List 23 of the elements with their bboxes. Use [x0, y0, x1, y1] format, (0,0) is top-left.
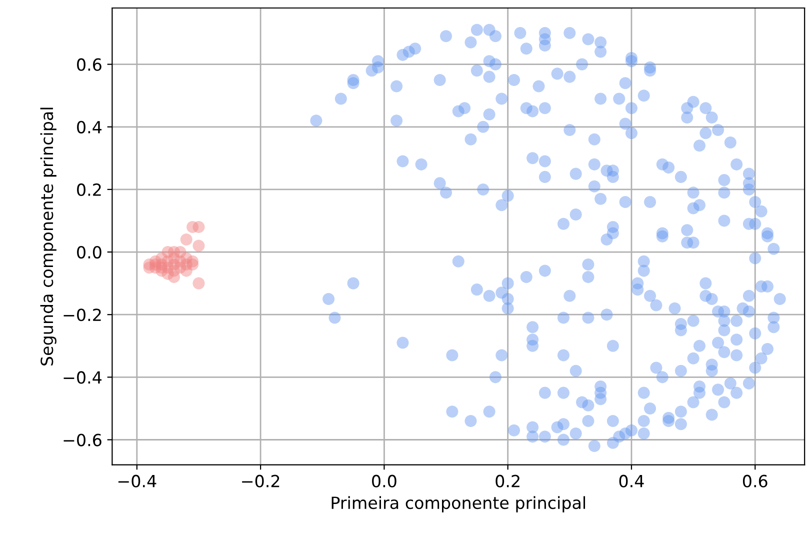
point [180, 234, 192, 246]
point [186, 255, 199, 268]
point [192, 277, 205, 290]
x-axis-title: Primeira componente principal [332, 496, 586, 512]
y-tick-label: −0.4 [64, 371, 102, 384]
x-tick-label: 0.2 [496, 474, 520, 488]
point [168, 246, 180, 258]
y-tick-label: 0.6 [77, 58, 102, 71]
point [186, 220, 199, 234]
y-tick-label: 0.2 [77, 183, 101, 196]
point [192, 240, 205, 252]
y-tick-label: −0.6 [64, 434, 102, 446]
x-tick-label: −0.4 [118, 474, 156, 488]
x-tick-label: −0.2 [242, 474, 280, 488]
x-tick-label: 0.0 [372, 474, 396, 488]
y-tick-label: 0.0 [77, 246, 102, 259]
y-tick-label: 0.4 [77, 120, 102, 134]
point [180, 264, 192, 277]
x-tick-label: 0.4 [619, 474, 644, 488]
y-tick-label: −0.2 [64, 308, 101, 322]
point [162, 268, 174, 280]
x-tick-label: 0.6 [742, 474, 768, 488]
y-axis-title: Segunda componente principal [40, 108, 56, 366]
